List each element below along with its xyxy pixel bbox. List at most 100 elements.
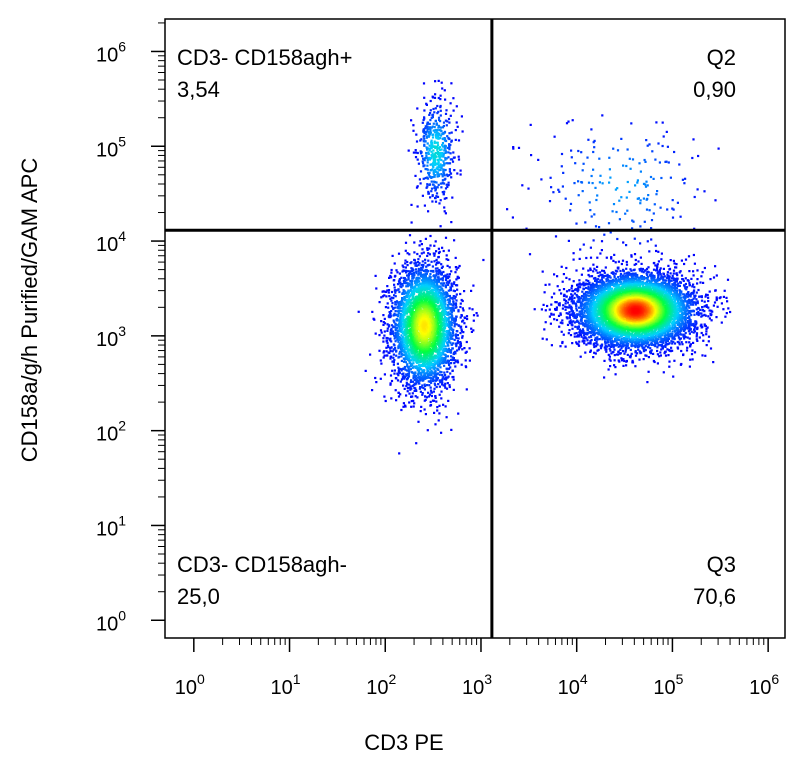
- event-dot: [609, 276, 612, 279]
- event-dot: [410, 379, 413, 382]
- event-dot: [417, 372, 420, 375]
- event-dot: [561, 319, 564, 322]
- event-dot: [689, 303, 692, 306]
- event-dot: [449, 296, 452, 299]
- event-dot: [549, 176, 552, 179]
- event-dot: [567, 239, 570, 242]
- event-dot: [434, 162, 437, 166]
- event-dot: [647, 345, 650, 348]
- event-dot: [447, 367, 451, 370]
- event-dot: [433, 382, 436, 385]
- event-dot: [397, 307, 400, 310]
- event-dot: [659, 206, 662, 209]
- event-dot: [583, 311, 586, 314]
- event-dot: [578, 322, 581, 325]
- event-dot: [707, 340, 710, 343]
- event-dot: [436, 356, 439, 359]
- event-dot: [664, 344, 667, 348]
- event-dot: [644, 354, 647, 357]
- event-dot: [586, 339, 589, 342]
- event-dot: [560, 330, 563, 333]
- event-dot: [434, 384, 437, 387]
- event-dot: [455, 323, 458, 326]
- event-dot: [433, 111, 436, 114]
- event-dot: [682, 279, 685, 282]
- event-dot: [440, 158, 443, 162]
- event-dot: [443, 371, 446, 374]
- event-dot: [442, 152, 445, 155]
- event-dot: [384, 399, 387, 403]
- event-dot: [443, 377, 446, 381]
- event-dot: [600, 335, 603, 338]
- event-dot: [586, 323, 589, 326]
- event-dot: [442, 384, 445, 387]
- event-dot: [437, 269, 440, 272]
- event-dot: [439, 182, 442, 185]
- event-dot: [416, 379, 419, 382]
- event-dot: [406, 383, 409, 386]
- event-dot: [580, 315, 583, 318]
- event-dot: [640, 277, 644, 280]
- event-dot: [389, 349, 392, 353]
- event-dot: [423, 281, 426, 285]
- event-dot: [394, 301, 397, 304]
- event-dot: [550, 303, 553, 306]
- event-dot: [696, 282, 699, 285]
- event-dot: [585, 323, 588, 326]
- event-dot: [429, 380, 432, 383]
- event-dot: [660, 348, 663, 351]
- event-dot: [399, 393, 402, 396]
- event-dot: [651, 275, 654, 278]
- event-dot: [422, 264, 425, 268]
- event-dot: [641, 346, 644, 349]
- event-dot: [421, 160, 424, 163]
- event-dot: [398, 371, 401, 375]
- event-dot: [441, 279, 444, 282]
- event-dot: [431, 96, 435, 99]
- event-dot: [647, 341, 650, 344]
- event-dot: [419, 240, 422, 243]
- event-dot: [404, 347, 408, 351]
- event-dot: [553, 292, 556, 295]
- event-dot: [397, 252, 401, 255]
- event-dot: [432, 375, 435, 378]
- event-dot: [420, 386, 423, 389]
- event-dot: [543, 291, 546, 294]
- event-dot: [439, 225, 442, 228]
- event-dot: [423, 109, 426, 112]
- event-dot: [431, 363, 434, 366]
- event-dot: [659, 284, 662, 287]
- event-dot: [669, 272, 672, 275]
- event-dot: [406, 294, 409, 297]
- event-dot: [403, 353, 406, 356]
- event-dot: [701, 306, 704, 309]
- event-dot: [401, 346, 404, 349]
- event-dot: [404, 303, 407, 307]
- event-dot: [594, 327, 597, 331]
- event-dot: [666, 273, 669, 276]
- event-dot: [652, 212, 655, 215]
- event-dot: [429, 244, 432, 247]
- event-dot: [651, 274, 654, 277]
- event-dot: [394, 347, 397, 350]
- event-dot: [611, 210, 614, 213]
- event-dot: [392, 363, 395, 366]
- event-dot: [692, 253, 695, 257]
- event-dot: [688, 315, 691, 318]
- event-dot: [584, 302, 587, 305]
- event-dot: [451, 358, 454, 362]
- event-dot: [707, 335, 711, 338]
- event-dot: [694, 294, 697, 297]
- event-dot: [678, 291, 682, 294]
- event-dot: [577, 343, 580, 346]
- event-dot: [432, 390, 435, 393]
- event-dot: [673, 329, 676, 332]
- event-dot: [568, 329, 571, 332]
- event-dot: [421, 155, 424, 158]
- event-dot: [412, 124, 415, 127]
- event-dot: [419, 386, 422, 389]
- event-dot: [417, 280, 421, 283]
- event-dot: [601, 114, 604, 117]
- event-dot: [390, 271, 393, 274]
- event-dot: [406, 274, 409, 277]
